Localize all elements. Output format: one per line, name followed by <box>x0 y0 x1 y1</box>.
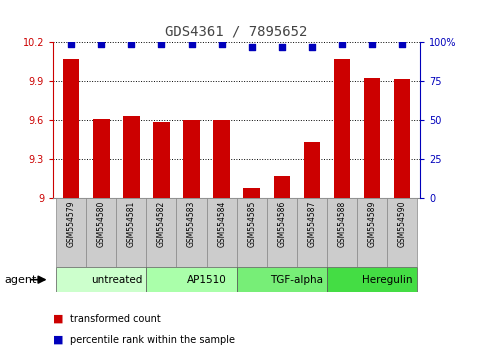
Text: agent: agent <box>5 275 37 285</box>
Text: GSM554586: GSM554586 <box>277 200 286 247</box>
Bar <box>387 198 417 267</box>
Bar <box>267 198 297 267</box>
Point <box>188 41 196 47</box>
Bar <box>334 59 350 198</box>
Bar <box>243 188 260 198</box>
Bar <box>146 267 237 292</box>
Bar <box>63 59 80 198</box>
Bar <box>327 198 357 267</box>
Bar <box>123 116 140 198</box>
Point <box>398 41 406 47</box>
Point <box>278 44 285 50</box>
Point <box>67 41 75 47</box>
Bar <box>357 198 387 267</box>
Point <box>248 44 256 50</box>
Text: transformed count: transformed count <box>70 314 161 324</box>
Text: ■: ■ <box>53 335 64 345</box>
Point <box>98 41 105 47</box>
Bar <box>93 119 110 198</box>
Text: GSM554587: GSM554587 <box>307 200 316 247</box>
Text: GSM554583: GSM554583 <box>187 200 196 247</box>
Point <box>157 41 165 47</box>
Bar <box>297 198 327 267</box>
Text: GSM554584: GSM554584 <box>217 200 226 247</box>
Bar <box>146 198 176 267</box>
Text: GSM554581: GSM554581 <box>127 200 136 246</box>
Text: ■: ■ <box>53 314 64 324</box>
Text: AP1510: AP1510 <box>187 275 227 285</box>
Bar <box>237 198 267 267</box>
Text: GSM554590: GSM554590 <box>398 200 407 247</box>
Text: untreated: untreated <box>91 275 142 285</box>
Point <box>338 41 346 47</box>
Text: Heregulin: Heregulin <box>362 275 412 285</box>
Text: GSM554580: GSM554580 <box>97 200 106 247</box>
Bar <box>364 78 380 198</box>
Text: TGF-alpha: TGF-alpha <box>270 275 323 285</box>
Bar <box>183 120 200 198</box>
Text: GSM554588: GSM554588 <box>338 200 346 246</box>
Bar <box>207 198 237 267</box>
Bar <box>394 79 411 198</box>
Bar <box>153 122 170 198</box>
Text: percentile rank within the sample: percentile rank within the sample <box>70 335 235 345</box>
Bar <box>176 198 207 267</box>
Bar <box>213 120 230 198</box>
Bar <box>273 176 290 198</box>
Text: GSM554579: GSM554579 <box>67 200 76 247</box>
Point <box>218 41 226 47</box>
Bar <box>86 198 116 267</box>
Bar <box>237 267 327 292</box>
Point <box>128 41 135 47</box>
Bar <box>116 198 146 267</box>
Text: GSM554589: GSM554589 <box>368 200 377 247</box>
Title: GDS4361 / 7895652: GDS4361 / 7895652 <box>166 24 308 39</box>
Bar <box>56 267 146 292</box>
Text: GSM554585: GSM554585 <box>247 200 256 247</box>
Point <box>368 41 376 47</box>
Text: GSM554582: GSM554582 <box>157 200 166 246</box>
Bar <box>56 198 86 267</box>
Bar <box>304 142 320 198</box>
Point <box>308 44 316 50</box>
Bar <box>327 267 417 292</box>
